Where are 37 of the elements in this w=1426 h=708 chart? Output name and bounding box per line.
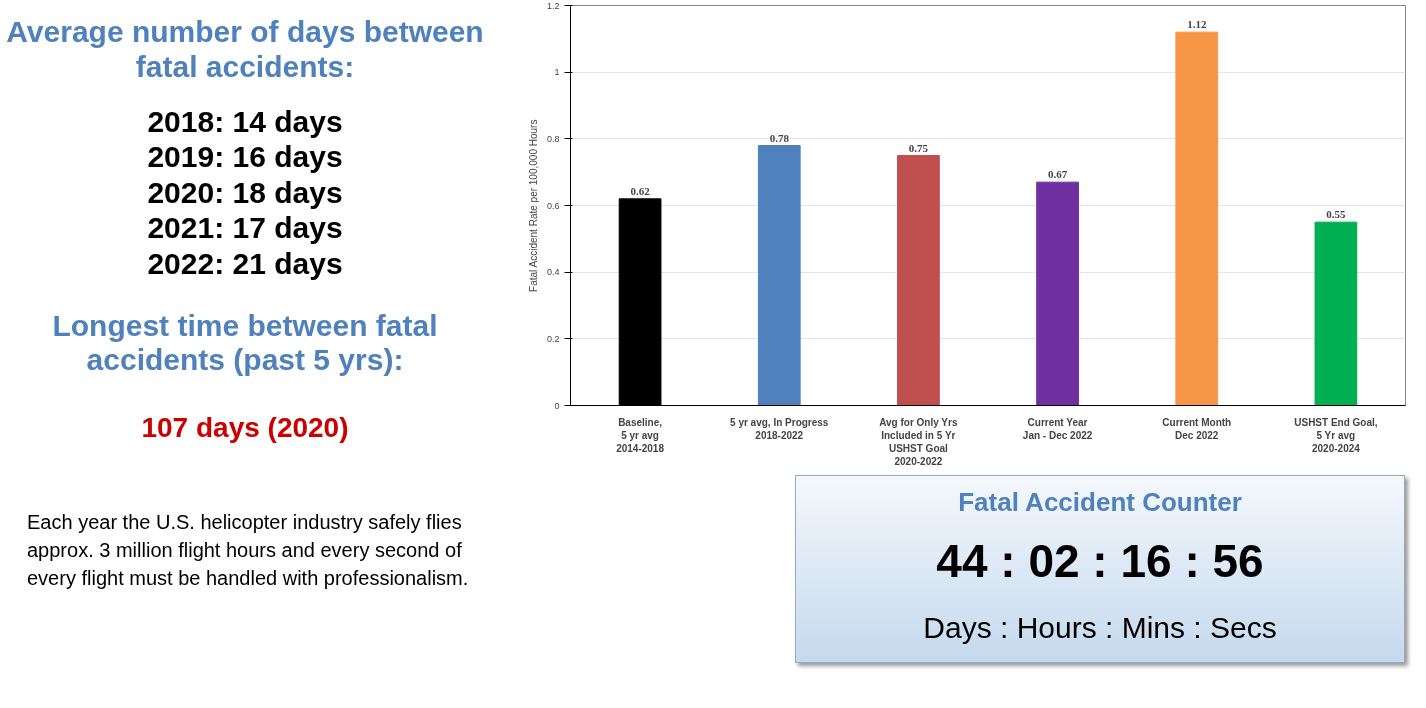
text: 107 days (2020) <box>140 410 350 445</box>
bar <box>1314 221 1358 406</box>
y-axis-title: Fatal Accident Rate per 100,000 Hours <box>527 119 539 292</box>
text: Fatal Accident Counter <box>957 486 1243 519</box>
data-label: 0.55 <box>1326 208 1347 221</box>
bar <box>1036 181 1079 406</box>
data-label: 0.78 <box>769 131 790 144</box>
text: 2019: 16 days <box>147 140 343 174</box>
data-label: 0.62 <box>630 184 651 197</box>
x-tick-label: USHST End Goal, 5 Yr avg 2020-2024 <box>1294 416 1378 454</box>
text: Days : Hours : Mins : Secs <box>922 609 1278 646</box>
bar <box>1175 31 1219 406</box>
bar <box>897 155 940 406</box>
data-label: 0.75 <box>908 141 929 154</box>
x-tick-label: Baseline, 5 yr avg 2014-2018 <box>616 416 665 454</box>
x-tick-label: 5 yr avg, In Progress 2018-2022 <box>730 416 829 441</box>
text: 2018: 14 days <box>147 105 343 138</box>
y-tick-label: 0 <box>554 400 560 411</box>
data-label: 1.12 <box>1187 18 1207 31</box>
y-tick-label: 0.2 <box>546 333 560 344</box>
text: 44 : 02 : 16 : 56 <box>935 534 1265 590</box>
y-tick-label: 1 <box>554 67 560 78</box>
bar <box>757 145 801 406</box>
x-tick-label: Avg for Only Yrs Included in 5 Yr USHST Goal 2020-2022 <box>879 416 958 468</box>
text: 2020: 18 days <box>147 175 343 209</box>
y-tick-label: 1.2 <box>546 0 560 11</box>
y-tick-label: 0.4 <box>546 267 560 278</box>
text: 2022: 21 days <box>147 246 343 280</box>
text: Each year the U.S. helicopter industry safely flies approx. 3 million flight hours and every second of every flight must be handled with professionalism. <box>27 509 470 591</box>
text: Longest time between fatal accidents (past 5 yrs): <box>51 308 439 378</box>
x-tick-label: Current Year Jan - Dec 2022 <box>1022 416 1093 441</box>
data-label: 0.67 <box>1047 168 1068 181</box>
x-tick-label: Current Month Dec 2022 <box>1162 416 1232 441</box>
text: Average number of days between fatal accidents: <box>5 15 485 84</box>
y-tick-label: 0.8 <box>546 133 560 144</box>
y-tick-label: 0.6 <box>546 200 560 211</box>
text: 2021: 17 days <box>147 211 343 245</box>
